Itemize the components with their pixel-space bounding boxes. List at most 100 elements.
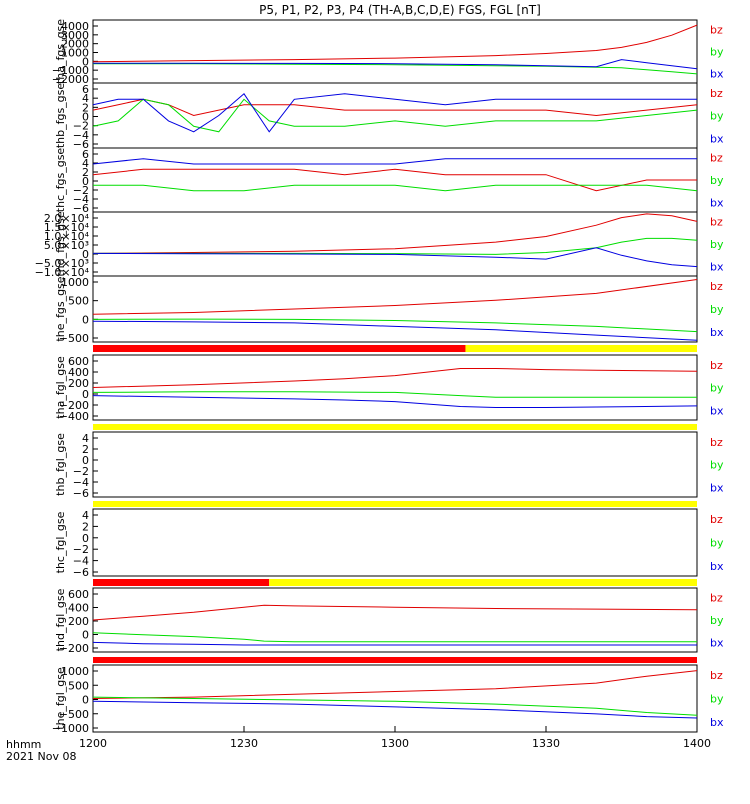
series-line-bx [92, 247, 698, 268]
series-line-bx [92, 700, 698, 719]
series-line-by [92, 318, 698, 333]
legend-bx: bx [710, 560, 724, 573]
legend-bz: bz [710, 436, 723, 449]
legend-by: by [710, 46, 724, 59]
y-axis-label: thd_fgs_gse [54, 211, 67, 277]
y-tick-label: 0 [82, 532, 89, 545]
y-tick-label: 1.5×10⁴ [44, 221, 90, 234]
series-line-bz [92, 168, 697, 192]
mode-bars-group [93, 345, 697, 663]
x-tick-label: 1300 [381, 737, 409, 750]
y-tick-label: 0 [82, 629, 89, 642]
date-label: 2021 Nov 08 [6, 750, 76, 763]
x-tick-label: 1200 [79, 737, 107, 750]
series-line-by [93, 237, 698, 255]
mode-bar-yellow [465, 345, 697, 352]
y-tick-label: 2 [82, 101, 89, 114]
y-tick-label: 0 [82, 388, 89, 401]
y-axis-label: tha_fgl_gse [54, 356, 67, 419]
mode-bar-yellow [93, 424, 697, 430]
legend-bz: bz [710, 87, 723, 100]
mode-bar-red [93, 579, 270, 586]
legend-bz: bz [710, 152, 723, 165]
y-tick-label: −1.0×10⁴ [35, 266, 90, 279]
y-tick-label: −200 [59, 399, 89, 412]
legend-bx: bx [710, 68, 724, 81]
panel-frame [92, 147, 698, 213]
y-tick-label: 2 [82, 520, 89, 533]
series-line-by [92, 632, 697, 643]
y-tick-label: 4 [82, 509, 89, 522]
y-tick-label: −200 [59, 642, 89, 655]
legend-by: by [710, 693, 724, 706]
panel-frame [92, 508, 698, 577]
series-line-bx [92, 641, 697, 646]
legend-bx: bx [710, 636, 724, 649]
series-line-bz [92, 279, 698, 315]
y-tick-label: −400 [59, 410, 89, 423]
y-tick-label: 0 [82, 313, 89, 326]
y-tick-label: −6 [73, 202, 89, 215]
y-tick-label: −4 [73, 555, 89, 568]
legend-bz: bz [710, 216, 723, 229]
series-line-by [92, 98, 698, 133]
y-tick-label: 200 [68, 615, 89, 628]
series-line-bz [92, 98, 698, 117]
y-tick-label: 1000 [61, 665, 89, 678]
panel-frame [92, 431, 698, 498]
y-tick-label: 500 [68, 679, 89, 692]
y-tick-label: −4 [73, 129, 89, 142]
series-line-bx [92, 93, 697, 133]
y-tick-label: 0 [82, 175, 89, 188]
y-tick-label: −2 [73, 543, 89, 556]
y-tick-label: 200 [68, 377, 89, 390]
time-axis: 1200 1230 1300 1330 1400 [79, 726, 711, 750]
legend-bz: bz [710, 669, 723, 682]
legend-by: by [710, 110, 724, 123]
y-axis-label: thc_fgl_gse [54, 511, 67, 573]
legend-by: by [710, 614, 724, 627]
y-tick-label: 1.0×10⁴ [44, 230, 90, 243]
series-line-bx [92, 395, 698, 408]
legend-bz: bz [710, 280, 723, 293]
series-line-bz [92, 213, 698, 254]
legend-bx: bx [710, 260, 724, 273]
y-tick-label: 400 [68, 366, 89, 379]
y-tick-label: 4 [82, 92, 89, 105]
y-tick-label: −1000 [52, 64, 89, 77]
time-unit-label: hhmm [6, 738, 41, 751]
y-tick-label: −2 [73, 465, 89, 478]
panel-thb_fgl_gse: 420−2−4−6 thb_fgl_gse bz by bx [54, 431, 724, 500]
x-tick-label: 1230 [230, 737, 258, 750]
legend-by: by [710, 303, 724, 316]
chart-title: P5, P1, P2, P3, P4 (TH-A,B,C,D,E) FGS, F… [259, 3, 541, 17]
mode-bar-yellow [269, 579, 697, 586]
panel-frame [92, 275, 698, 343]
y-tick-label: 6 [82, 148, 89, 161]
series-line-bz [92, 24, 698, 63]
legend-bz: bz [710, 513, 723, 526]
series-line-by [93, 63, 698, 75]
legend-bx: bx [710, 326, 724, 339]
y-axis-label: thc_fgs_gse [54, 148, 67, 213]
y-tick-label: 4 [82, 432, 89, 445]
y-tick-label: 3000 [61, 29, 89, 42]
series-line-bz [92, 368, 698, 388]
y-tick-label: 2 [82, 166, 89, 179]
legend-bx: bx [710, 196, 724, 209]
panel-thd_fgs_gse: 2.0×10⁴1.5×10⁴1.0×10⁴5.0×10³0−5.0×10³−1.… [35, 211, 724, 279]
y-tick-label: −2 [73, 184, 89, 197]
series-line-bz [92, 670, 698, 699]
legend-by: by [710, 238, 724, 251]
y-tick-label: −5.0×10³ [35, 257, 89, 270]
panel-frame [92, 587, 698, 653]
y-axis-label: thb_fgl_gse [54, 433, 67, 496]
